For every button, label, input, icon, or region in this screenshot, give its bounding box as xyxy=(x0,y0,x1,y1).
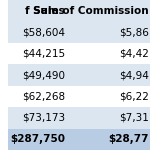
Text: Sum of Commission: Sum of Commission xyxy=(33,6,149,16)
FancyBboxPatch shape xyxy=(9,107,150,129)
Text: $4,42: $4,42 xyxy=(119,49,149,58)
Text: $6,22: $6,22 xyxy=(119,92,149,101)
FancyBboxPatch shape xyxy=(9,0,150,21)
Text: $58,604: $58,604 xyxy=(22,27,65,37)
Text: $49,490: $49,490 xyxy=(22,70,65,80)
Text: $62,268: $62,268 xyxy=(22,92,65,101)
Text: $44,215: $44,215 xyxy=(22,49,65,58)
FancyBboxPatch shape xyxy=(9,64,150,86)
FancyBboxPatch shape xyxy=(9,21,150,43)
Text: $28,77: $28,77 xyxy=(108,134,149,144)
Text: $5,86: $5,86 xyxy=(119,27,149,37)
Text: $73,173: $73,173 xyxy=(22,113,65,123)
FancyBboxPatch shape xyxy=(9,43,150,64)
Text: $7,31: $7,31 xyxy=(119,113,149,123)
FancyBboxPatch shape xyxy=(9,86,150,107)
Text: f Sales: f Sales xyxy=(25,6,65,16)
FancyBboxPatch shape xyxy=(9,129,150,150)
Text: $4,94: $4,94 xyxy=(119,70,149,80)
Text: $287,750: $287,750 xyxy=(10,134,65,144)
